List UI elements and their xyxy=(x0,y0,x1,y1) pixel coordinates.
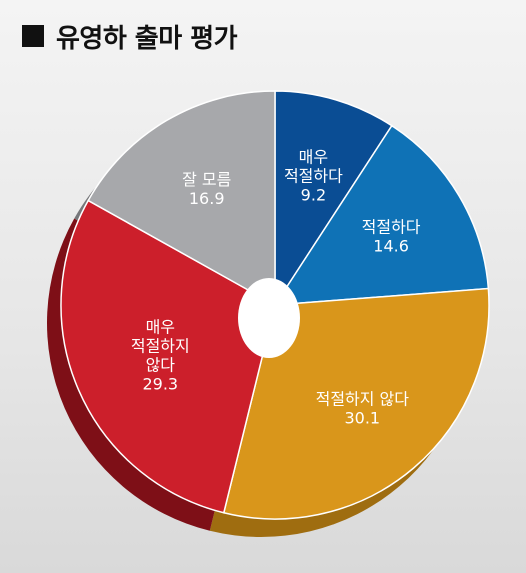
pie-slice-label-0: 매우 적절하다 9.2 xyxy=(284,148,343,205)
pie-center-hole xyxy=(238,278,300,358)
pie-slice-label-line-4-0: 잘 모름 xyxy=(182,170,231,189)
pie-slice-4 xyxy=(87,90,276,307)
pie-slice-3 xyxy=(60,199,276,514)
pie-slice-value-4: 16.9 xyxy=(189,189,225,208)
pie-slice-label-3: 매우 적절하지 않다 29.3 xyxy=(131,317,190,393)
pie-slices-layer xyxy=(60,90,490,520)
pie-slice-value-0: 9.2 xyxy=(301,186,326,205)
pie-slice-label-line-3-1: 적절하지 xyxy=(131,336,190,355)
pie-slice-value-2: 30.1 xyxy=(344,409,380,428)
pie-slice-value-3: 29.3 xyxy=(142,374,178,393)
pie-slice-label-4: 잘 모름 16.9 xyxy=(182,170,231,208)
pie-slice-1 xyxy=(273,124,490,306)
pie-slice-value-1: 14.6 xyxy=(373,237,409,256)
chart-header: 유영하 출마 평가 xyxy=(22,20,238,54)
pie-slice-label-1: 적절하다 14.6 xyxy=(362,218,421,256)
pie-slice-label-line-1-0: 적절하다 xyxy=(362,218,421,237)
chart-title: 유영하 출마 평가 xyxy=(56,23,238,54)
pie-slice-label-line-3-0: 매우 xyxy=(146,317,175,336)
title-square-icon xyxy=(22,25,44,47)
pie-slice-label-line-2-0: 적절하지 않다 xyxy=(316,390,410,409)
pie-slice-label-line-3-2: 않다 xyxy=(146,355,176,374)
pie-slice-label-line-0-0: 매우 xyxy=(299,148,328,167)
pie-slice-label-line-0-1: 적절하다 xyxy=(284,167,343,186)
pie-slice-label-2: 적절하지 않다 30.1 xyxy=(316,390,410,428)
pie-slice-0 xyxy=(274,90,393,308)
